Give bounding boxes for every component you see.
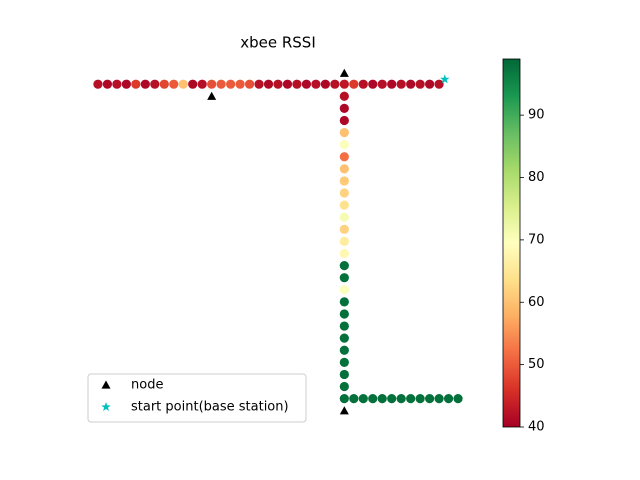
rssi-point — [339, 321, 349, 331]
rssi-point — [339, 285, 349, 295]
legend-marker — [101, 380, 111, 389]
colorbar — [502, 58, 521, 428]
rssi-point — [254, 79, 264, 89]
rssi-point — [159, 79, 169, 89]
rssi-point — [339, 369, 349, 380]
colorbar-tick-label: 70 — [528, 232, 545, 247]
rssi-point — [273, 79, 283, 89]
rssi-point — [263, 79, 274, 89]
legend-box — [87, 373, 307, 423]
rssi-point — [197, 79, 207, 89]
rssi-point — [387, 394, 397, 404]
node-marker — [339, 68, 349, 77]
rssi-point — [339, 200, 349, 210]
rssi-point — [339, 212, 349, 222]
rssi-point — [406, 394, 416, 404]
rssi-point — [339, 273, 349, 283]
rssi-point — [235, 79, 245, 89]
rssi-point — [93, 79, 103, 89]
rssi-point — [425, 79, 435, 89]
legend-label: node — [131, 378, 163, 393]
rssi-point — [169, 79, 179, 89]
rssi-point — [434, 394, 444, 404]
rssi-point — [339, 164, 349, 174]
rssi-point — [443, 394, 454, 404]
rssi-point — [368, 79, 378, 89]
rssi-point — [377, 79, 387, 89]
rssi-point — [207, 79, 217, 89]
chart-title: xbee RSSI — [240, 34, 316, 52]
rssi-point — [349, 394, 359, 404]
rssi-point — [226, 79, 236, 89]
rssi-point — [339, 297, 349, 307]
rssi-point — [188, 79, 198, 89]
rssi-point — [330, 79, 340, 89]
colorbar-tick-label: 90 — [528, 108, 545, 123]
rssi-point — [150, 79, 160, 89]
colorbar-tick-label: 80 — [528, 170, 545, 185]
rssi-point — [140, 79, 150, 89]
legend-marker — [101, 402, 111, 412]
rssi-point — [282, 79, 293, 89]
rssi-point — [434, 79, 444, 89]
rssi-point — [358, 394, 368, 404]
rssi-point — [292, 79, 302, 89]
rssi-point — [339, 309, 349, 319]
rssi-point — [320, 79, 330, 89]
rssi-point — [377, 394, 387, 404]
node-marker — [339, 406, 349, 415]
rssi-point — [339, 260, 349, 271]
rssi-point — [396, 79, 406, 89]
rssi-point — [425, 394, 435, 404]
rssi-point — [339, 127, 349, 138]
rssi-point — [339, 103, 349, 113]
rssi-point — [301, 79, 312, 89]
legend-label: start point(base station) — [131, 400, 289, 415]
rssi-point — [396, 394, 406, 404]
colorbar-tick-label: 40 — [528, 420, 545, 435]
rssi-point — [112, 79, 122, 89]
rssi-point — [387, 79, 397, 89]
rssi-point — [244, 79, 255, 89]
rssi-point — [339, 79, 349, 89]
rssi-point — [339, 345, 349, 355]
rssi-point — [358, 79, 368, 89]
rssi-point — [131, 79, 141, 89]
rssi-point — [339, 115, 349, 126]
rssi-point — [339, 176, 349, 186]
rssi-point — [415, 394, 425, 404]
rssi-point — [102, 79, 113, 89]
rssi-point — [339, 333, 349, 343]
rssi-point — [339, 91, 349, 101]
rssi-point — [339, 394, 349, 404]
colorbar-tick-label: 60 — [528, 295, 545, 310]
rssi-point — [406, 79, 416, 89]
rssi-point — [339, 248, 349, 259]
node-marker — [207, 91, 217, 100]
rssi-point — [311, 79, 321, 89]
rssi-point — [178, 79, 188, 89]
colorbar-tick-label: 50 — [528, 357, 545, 372]
rssi-point — [339, 236, 349, 247]
rssi-point — [339, 357, 349, 367]
rssi-point — [216, 79, 226, 89]
rssi-point — [415, 79, 425, 89]
rssi-point — [339, 381, 349, 392]
rssi-point — [368, 394, 378, 404]
start-marker — [440, 74, 450, 84]
rssi-point — [121, 79, 131, 89]
rssi-point — [339, 188, 349, 198]
rssi-point — [453, 394, 463, 404]
rssi-point — [339, 224, 349, 234]
rssi-point — [349, 79, 359, 89]
rssi-point — [339, 140, 349, 150]
rssi-point — [339, 152, 349, 162]
